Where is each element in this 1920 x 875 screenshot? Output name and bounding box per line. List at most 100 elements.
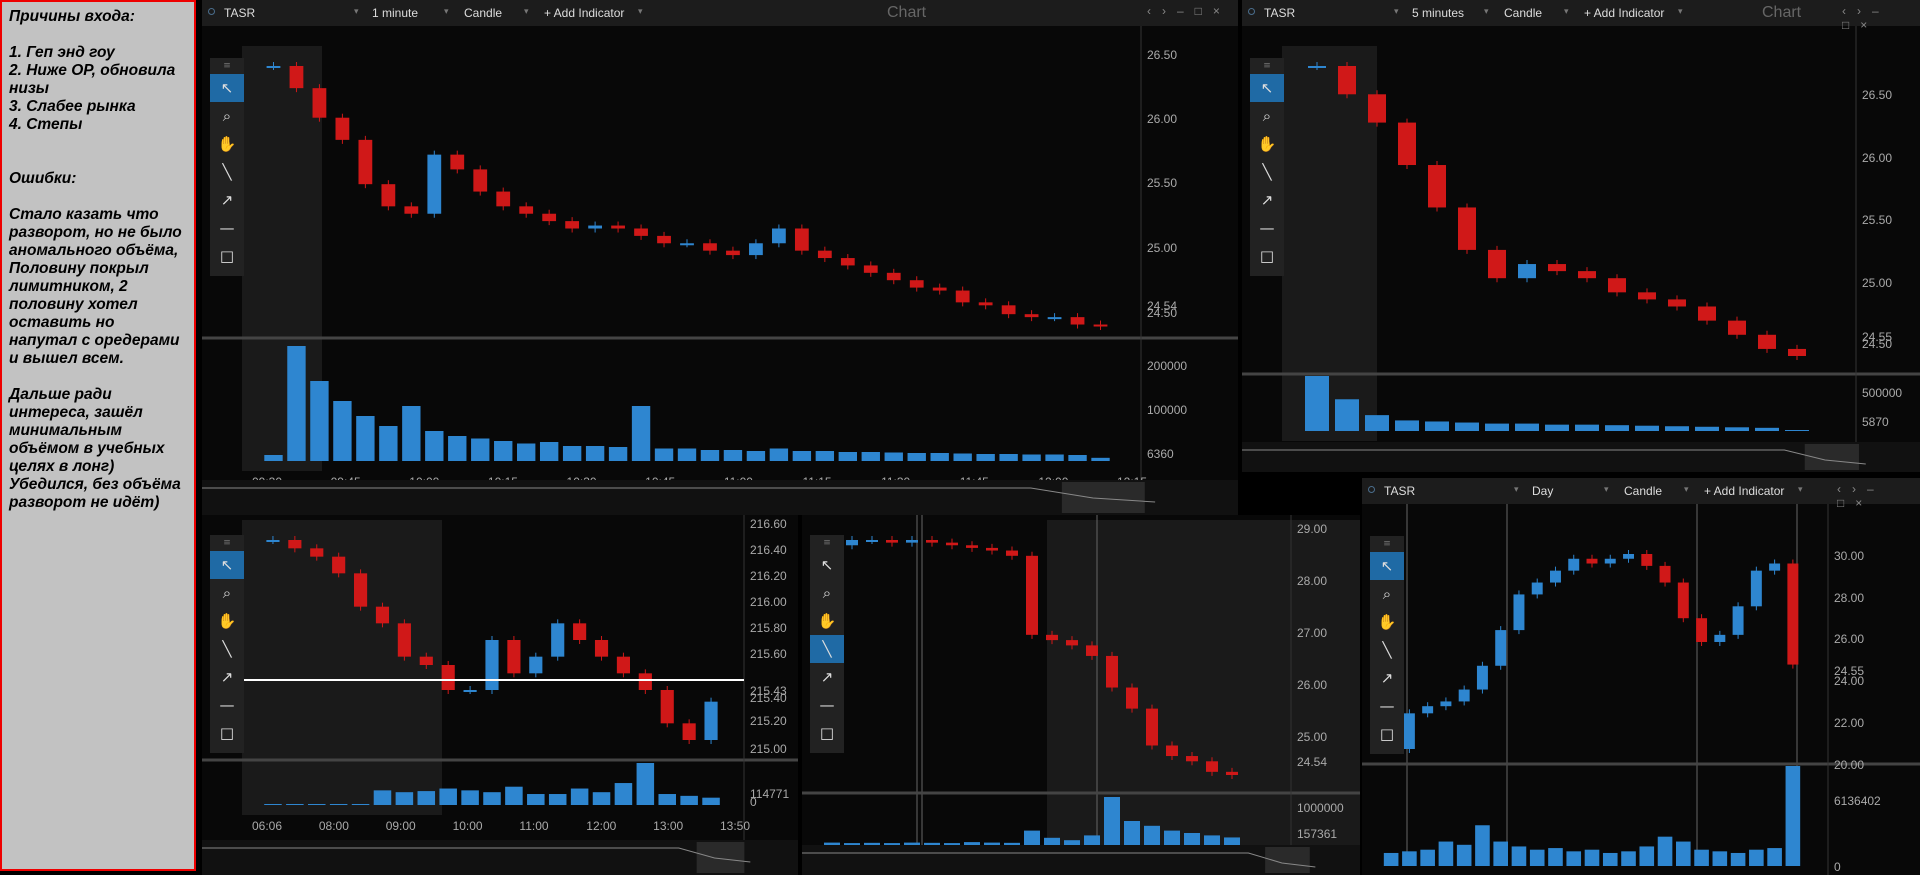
volume-bar xyxy=(439,788,457,805)
hand-icon[interactable]: ✋ xyxy=(1257,135,1277,153)
volume-bar xyxy=(1712,851,1728,866)
navigator-window[interactable] xyxy=(696,842,745,873)
symbol-field[interactable]: TASR xyxy=(224,6,256,20)
note-line xyxy=(9,368,187,386)
style-select[interactable]: Candle xyxy=(464,6,503,20)
volume-bar xyxy=(395,792,414,805)
symbol-field[interactable]: TASR xyxy=(1384,484,1416,498)
interval-select[interactable]: Day xyxy=(1532,484,1554,498)
rect-icon[interactable]: □ xyxy=(219,724,235,742)
candle-body xyxy=(1668,299,1686,307)
window-controls[interactable]: ‹›–□× xyxy=(1147,4,1231,18)
arrow-icon[interactable]: ↗ xyxy=(1260,191,1274,209)
chevron-down-icon[interactable]: ▾ xyxy=(444,6,449,16)
volume-bar xyxy=(1045,454,1064,461)
chart-panel-1min[interactable]: TASR 1 minute Candle + Add Indicator ▾ ▾ ▾ ▾ Cha… xyxy=(202,0,1238,515)
volume-bar xyxy=(1204,835,1220,845)
chevron-down-icon[interactable]: ▾ xyxy=(1684,484,1689,494)
zoom-icon[interactable]: ⌕ xyxy=(222,584,232,602)
line-icon[interactable]: ╲ xyxy=(1262,163,1272,181)
hand-icon[interactable]: ✋ xyxy=(1377,613,1397,631)
candle-body xyxy=(463,690,477,692)
navigator-window[interactable] xyxy=(1061,482,1145,513)
candle-body xyxy=(1732,606,1744,635)
arrow-icon[interactable]: ↗ xyxy=(220,191,234,209)
note-line: Дальше ради интереса, зашёл минимальным … xyxy=(9,386,181,511)
window-controls[interactable]: ‹›–□× xyxy=(1842,4,1890,32)
chevron-down-icon[interactable]: ▾ xyxy=(1798,484,1803,494)
toolbar-grip-icon[interactable]: ≡ xyxy=(223,538,231,548)
rect-icon[interactable]: □ xyxy=(219,247,235,265)
style-select[interactable]: Candle xyxy=(1504,6,1543,20)
zoom-icon[interactable]: ⌕ xyxy=(222,107,232,125)
chevron-down-icon[interactable]: ▾ xyxy=(1604,484,1609,494)
symbol-field[interactable]: TASR xyxy=(1264,6,1296,20)
chart-canvas[interactable]: 29.00 28.00 27.00 26.00 25.00 24.54 1000000 157… xyxy=(802,515,1360,875)
pointer-icon[interactable]: ↖ xyxy=(210,74,244,102)
hline-icon[interactable]: — xyxy=(819,696,835,714)
chart-panel-bottom-middle[interactable]: 29.00 28.00 27.00 26.00 25.00 24.54 1000000 157… xyxy=(802,515,1360,875)
chevron-down-icon[interactable]: ▾ xyxy=(524,6,529,16)
toolbar-grip-icon[interactable]: ≡ xyxy=(1383,539,1391,549)
pointer-icon[interactable]: ↖ xyxy=(1370,552,1404,580)
toolbar-grip-icon[interactable]: ≡ xyxy=(223,61,231,71)
chart-canvas[interactable]: 216.60 216.40 216.20 216.00 215.80 215.60 215.… xyxy=(202,515,798,875)
window-controls[interactable]: ‹›–□× xyxy=(1837,482,1885,510)
link-dot-icon[interactable] xyxy=(1368,486,1375,493)
toolbar-grip-icon[interactable]: ≡ xyxy=(1263,61,1271,71)
chart-header: TASR Day Candle + Add Indicator ▾ ▾ ▾ ▾ ‹›–□× xyxy=(1362,478,1920,510)
hline-icon[interactable]: — xyxy=(219,219,235,237)
hand-icon[interactable]: ✋ xyxy=(817,612,837,630)
toolbar-grip-icon[interactable]: ≡ xyxy=(823,538,831,548)
volume-bar xyxy=(1455,422,1479,431)
interval-select[interactable]: 1 minute xyxy=(372,6,419,20)
chart-panel-bottom-left[interactable]: 216.60 216.40 216.20 216.00 215.80 215.60 215.… xyxy=(202,515,798,875)
chevron-down-icon[interactable]: ▾ xyxy=(638,6,643,16)
zoom-icon[interactable]: ⌕ xyxy=(1382,585,1392,603)
style-select[interactable]: Candle xyxy=(1624,484,1663,498)
hand-icon[interactable]: ✋ xyxy=(217,135,237,153)
hand-icon[interactable]: ✋ xyxy=(217,612,237,630)
rect-icon[interactable]: □ xyxy=(1379,725,1395,743)
chevron-down-icon[interactable]: ▾ xyxy=(354,6,359,16)
link-dot-icon[interactable] xyxy=(1248,8,1255,15)
volume-bar xyxy=(308,804,326,805)
chart-panel-5min[interactable]: TASR 5 minutes Candle + Add Indicator ▾ ▾ ▾ ▾ Ch… xyxy=(1242,0,1920,472)
chevron-down-icon[interactable]: ▾ xyxy=(1484,6,1489,16)
line-icon[interactable]: ╲ xyxy=(222,640,232,658)
zoom-icon[interactable]: ⌕ xyxy=(822,584,832,602)
pointer-icon[interactable]: ↖ xyxy=(820,556,834,574)
chart-panel-day[interactable]: TASR Day Candle + Add Indicator ▾ ▾ ▾ ▾ ‹›–□× 30.… xyxy=(1362,478,1920,875)
add-indicator-button[interactable]: + Add Indicator xyxy=(1584,6,1665,20)
line-icon[interactable]: ╲ xyxy=(222,163,232,181)
arrow-icon[interactable]: ↗ xyxy=(1380,669,1394,687)
hline-icon[interactable]: — xyxy=(1379,697,1395,715)
chevron-down-icon[interactable]: ▾ xyxy=(1514,484,1519,494)
candle-body xyxy=(1428,165,1446,208)
add-indicator-button[interactable]: + Add Indicator xyxy=(1704,484,1785,498)
pointer-icon[interactable]: ↖ xyxy=(1250,74,1284,102)
volume-bar xyxy=(517,443,536,461)
add-indicator-button[interactable]: + Add Indicator xyxy=(544,6,625,20)
volume-bar xyxy=(1024,830,1040,845)
chevron-down-icon[interactable]: ▾ xyxy=(1564,6,1569,16)
line-icon[interactable]: ╲ xyxy=(1382,641,1392,659)
hline-icon[interactable]: — xyxy=(219,696,235,714)
volume-bar xyxy=(1144,825,1160,845)
chevron-down-icon[interactable]: ▾ xyxy=(1394,6,1399,16)
link-dot-icon[interactable] xyxy=(208,8,215,15)
price-tick-label: 26.50 xyxy=(1862,88,1892,102)
hline-icon[interactable]: — xyxy=(1259,219,1275,237)
rect-icon[interactable]: □ xyxy=(819,724,835,742)
zoom-icon[interactable]: ⌕ xyxy=(1262,107,1272,125)
arrow-icon[interactable]: ↗ xyxy=(220,668,234,686)
arrow-icon[interactable]: ↗ xyxy=(820,668,834,686)
pointer-icon[interactable]: ↖ xyxy=(210,551,244,579)
line-icon[interactable]: ╲ xyxy=(810,635,844,663)
chevron-down-icon[interactable]: ▾ xyxy=(1678,6,1683,16)
rect-icon[interactable]: □ xyxy=(1259,247,1275,265)
interval-select[interactable]: 5 minutes xyxy=(1412,6,1465,20)
